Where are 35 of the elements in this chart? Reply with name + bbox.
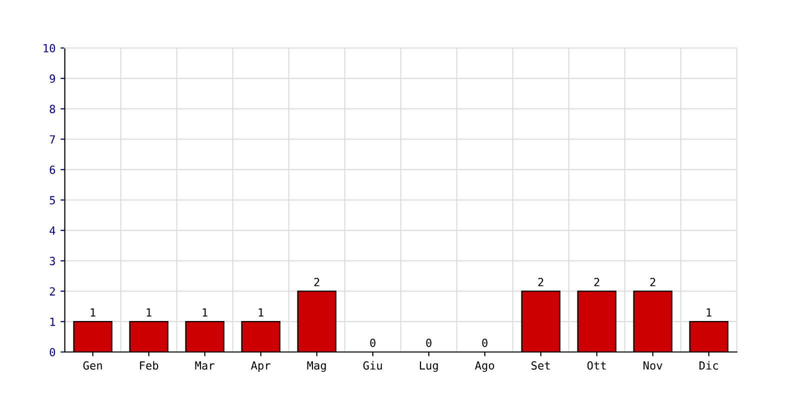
x-tick-label: Mar — [195, 361, 214, 370]
y-tick-label: 3 — [50, 256, 55, 266]
data-label: 2 — [594, 278, 600, 286]
x-tick-label: Mag — [307, 361, 326, 372]
y-tick-label: 0 — [50, 348, 56, 356]
x-tick-label: Lug — [420, 361, 438, 372]
data-label: 1 — [258, 308, 264, 317]
x-tick-label: Dic — [700, 361, 718, 370]
data-label: 2 — [314, 278, 320, 286]
y-tick-label: 5 — [50, 196, 55, 204]
data-label: 1 — [202, 308, 208, 317]
data-label: 2 — [538, 278, 544, 286]
x-tick-label: Ott — [587, 361, 606, 370]
x-tick-label: Set — [532, 361, 550, 370]
y-tick-label: 4 — [50, 226, 56, 235]
y-tick-label: 1 — [50, 318, 56, 326]
data-label: 1 — [146, 308, 152, 317]
x-tick-label: Ago — [474, 361, 494, 372]
x-tick-label: Feb — [140, 361, 158, 370]
x-tick-label: Giu — [363, 361, 382, 370]
y-tick-label: 7 — [50, 135, 55, 144]
x-tick-label: Nov — [644, 361, 662, 370]
data-label: 2 — [650, 278, 656, 286]
data-label: 0 — [426, 338, 432, 348]
y-tick-label: 8 — [50, 104, 56, 114]
y-tick-label: 10 — [44, 44, 56, 52]
x-tick-label: Gen — [83, 361, 102, 370]
y-tick-label: 2 — [50, 287, 55, 296]
data-label: 1 — [90, 308, 96, 317]
data-label: 0 — [370, 338, 376, 348]
data-label: 0 — [482, 338, 488, 348]
data-label: 1 — [706, 308, 712, 317]
y-tick-label: 6 — [50, 166, 56, 174]
y-tick-label: 9 — [50, 74, 56, 83]
x-tick-label: Apr — [250, 361, 270, 372]
